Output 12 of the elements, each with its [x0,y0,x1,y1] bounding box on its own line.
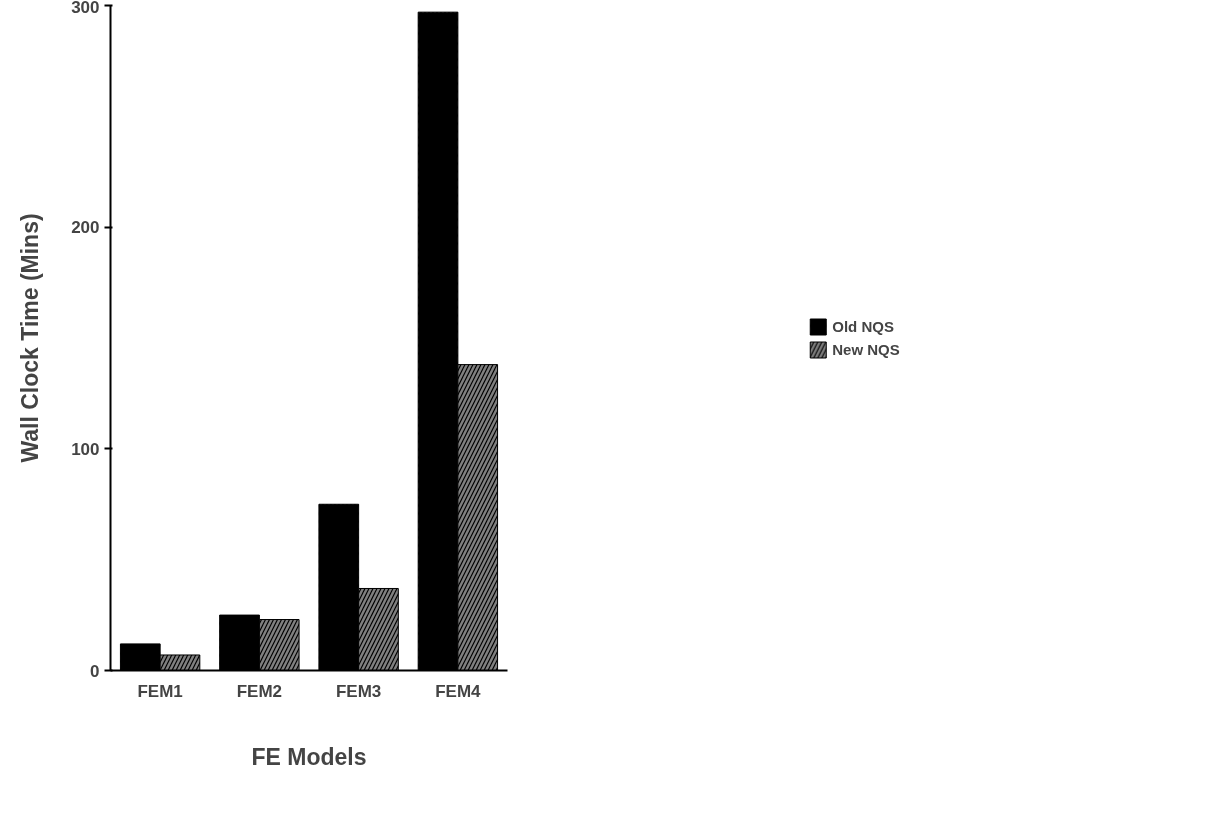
y-tick-label: 200 [71,218,100,238]
y-axis-title: Wall Clock Time (Mins) [17,213,44,463]
y-tick-label: 300 [71,0,100,17]
y-tick-label: 0 [90,661,100,681]
y-tick-label: 100 [71,439,100,459]
x-tick-label: FEM4 [435,681,482,701]
x-axis-title: FE Models [251,743,367,770]
legend-label: Old NQS [832,317,894,335]
x-tick-label: FEM2 [236,681,283,701]
legend-label: New NQS [832,340,900,358]
x-tick-label: FEM3 [335,681,382,701]
x-tick-label: FEM1 [137,681,183,701]
